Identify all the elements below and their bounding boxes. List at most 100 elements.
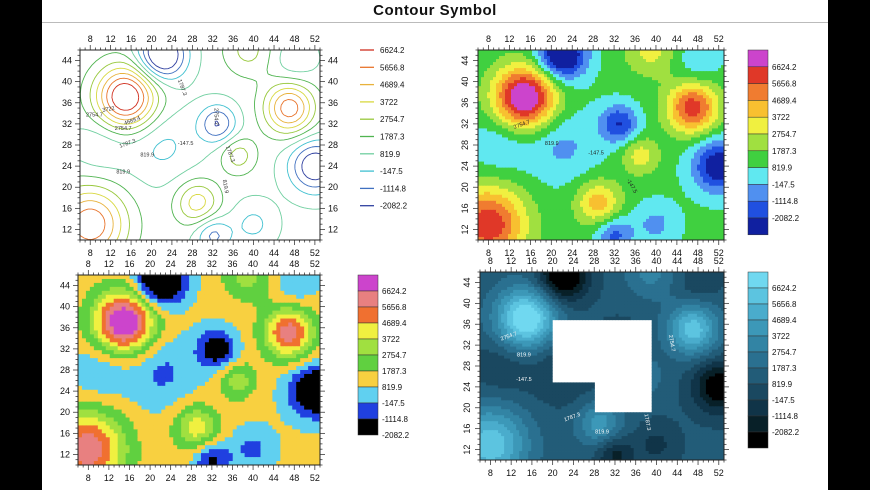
field-cell	[673, 80, 677, 84]
field-cell	[589, 92, 593, 96]
field-cell	[691, 194, 695, 199]
field-cell	[511, 68, 515, 72]
field-cell	[604, 194, 608, 199]
field-cell	[604, 50, 608, 54]
field-cell	[694, 50, 698, 54]
field-cell	[616, 146, 620, 150]
field-cell	[718, 110, 722, 114]
field-cell	[541, 179, 545, 184]
field-cell	[631, 179, 635, 184]
field-cell	[721, 53, 725, 57]
field-cell	[694, 203, 698, 208]
field-cell	[613, 152, 617, 156]
field-cell	[499, 95, 503, 99]
field-cell	[571, 119, 575, 123]
field-cell	[547, 80, 551, 84]
field-cell	[508, 74, 512, 78]
field-cell	[604, 149, 608, 153]
field-cell	[721, 86, 725, 90]
field-cell	[655, 188, 659, 193]
field-cell	[505, 62, 509, 66]
field-cell	[589, 119, 593, 123]
field-cell	[688, 77, 692, 81]
field-cell	[694, 209, 698, 214]
field-cell	[700, 89, 704, 93]
field-cell	[718, 86, 722, 90]
field-cell	[637, 86, 641, 90]
field-cell	[601, 203, 605, 208]
field-cell	[505, 128, 509, 132]
field-cell	[685, 101, 689, 105]
field-cell	[502, 53, 506, 57]
field-cell	[568, 185, 572, 190]
field-cell	[592, 116, 596, 120]
field-cell	[532, 200, 536, 205]
field-cell	[520, 197, 524, 202]
field-cell	[481, 107, 485, 111]
field-cell	[517, 77, 521, 81]
field-cell	[691, 179, 695, 184]
field-cell	[574, 83, 578, 87]
field-cell	[544, 119, 548, 123]
field-cell	[613, 194, 617, 199]
field-cell	[676, 122, 680, 126]
field-cell	[718, 80, 722, 84]
field-cell	[571, 152, 575, 156]
field-cell	[565, 203, 569, 208]
field-cell	[562, 71, 566, 75]
field-cell	[631, 182, 635, 187]
field-cell	[556, 86, 560, 90]
field-cell	[685, 188, 689, 193]
field-cell	[607, 113, 611, 117]
field-cell	[622, 209, 626, 214]
field-cell	[484, 218, 488, 223]
field-cell	[691, 164, 695, 169]
field-cell	[715, 200, 719, 205]
field-cell	[667, 197, 671, 202]
field-cell	[637, 122, 641, 126]
field-cell	[577, 185, 581, 190]
field-cell	[547, 179, 551, 184]
field-cell	[652, 110, 656, 114]
field-cell	[691, 149, 695, 153]
field-cell	[640, 50, 644, 54]
field-cell	[715, 170, 719, 175]
field-cell	[604, 71, 608, 75]
field-cell	[664, 125, 668, 129]
field-cell	[715, 92, 719, 96]
field-cell	[481, 89, 485, 93]
field-cell	[655, 122, 659, 126]
field-cell	[592, 86, 596, 90]
field-cell	[544, 104, 548, 108]
field-cell	[514, 146, 518, 150]
field-cell	[562, 200, 566, 205]
field-cell	[508, 116, 512, 120]
field-cell	[688, 206, 692, 211]
field-cell	[610, 152, 614, 156]
field-cell	[583, 200, 587, 205]
field-cell	[700, 92, 704, 96]
field-cell	[568, 152, 572, 156]
field-cell	[520, 122, 524, 126]
field-cell	[721, 65, 725, 69]
field-cell	[673, 68, 677, 72]
field-cell	[529, 92, 533, 96]
field-cell	[562, 74, 566, 78]
field-cell	[529, 107, 533, 111]
field-cell	[664, 194, 668, 199]
field-cell	[688, 197, 692, 202]
field-cell	[541, 209, 545, 214]
field-cell	[613, 167, 617, 172]
field-cell	[574, 65, 578, 69]
field-cell	[571, 137, 575, 141]
field-cell	[601, 89, 605, 93]
field-cell	[583, 164, 587, 169]
field-cell	[586, 221, 590, 226]
field-cell	[640, 197, 644, 202]
field-cell	[703, 167, 707, 172]
field-cell	[664, 146, 668, 150]
field-cell	[577, 122, 581, 126]
field-cell	[619, 77, 623, 81]
field-cell	[559, 155, 563, 159]
field-cell	[505, 53, 509, 57]
